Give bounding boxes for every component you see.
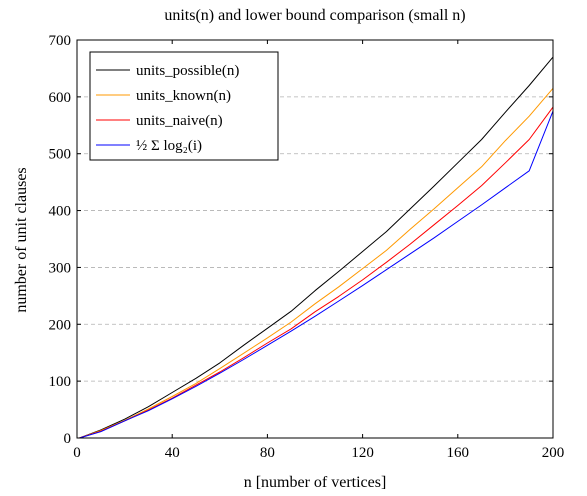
y-tick-label-100: 100 — [49, 374, 72, 390]
series-line-4 — [79, 110, 554, 439]
x-tick-label-200: 200 — [542, 445, 565, 461]
legend-label-2: units_known(n) — [136, 88, 231, 104]
series-line-1 — [79, 56, 554, 439]
y-axis-label: number of unit clauses — [13, 167, 30, 312]
x-tick-label-0: 0 — [73, 445, 81, 461]
y-tick-label-300: 300 — [49, 260, 72, 276]
series-line-3 — [79, 106, 554, 439]
x-tick-label-80: 80 — [260, 445, 275, 461]
series-line-2 — [79, 87, 554, 439]
x-axis-label: n [number of vertices] — [244, 474, 387, 491]
y-tick-label-200: 200 — [49, 317, 72, 333]
x-tick-label-40: 40 — [165, 445, 180, 461]
legend-label-4: ½ Σ log₂(i) — [136, 138, 202, 154]
legend-label-1: units_possible(n) — [136, 63, 239, 79]
axis-ticks — [76, 39, 554, 439]
plot-frame — [76, 39, 554, 439]
x-tick-label-160: 160 — [447, 445, 470, 461]
chart-title: units(n) and lower bound comparison (sma… — [164, 7, 465, 24]
y-tick-label-600: 600 — [49, 90, 72, 106]
y-tick-label-400: 400 — [49, 204, 72, 220]
series-layer — [79, 56, 554, 439]
tick-labels: 0 40 80 120 160 200 0 100 200 300 400 500 600 700 — [49, 33, 565, 461]
y-tick-label-500: 500 — [49, 147, 72, 163]
y-tick-label-0: 0 — [64, 431, 72, 447]
x-tick-label-120: 120 — [351, 445, 374, 461]
y-tick-label-700: 700 — [49, 33, 72, 49]
legend-label-3: units_naive(n) — [136, 113, 223, 129]
legend: units_possible(n) units_known(n) units_nai… — [89, 51, 279, 161]
